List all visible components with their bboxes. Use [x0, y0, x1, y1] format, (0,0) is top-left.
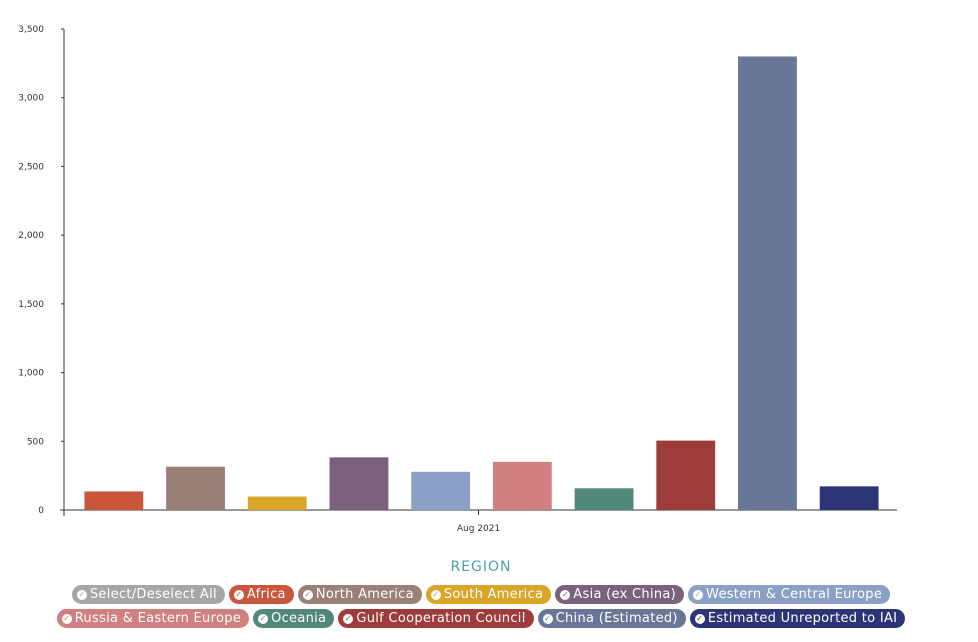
legend-item-asia-ex-china[interactable]: ✓ Asia (ex China): [555, 585, 685, 604]
legend-item-russia-eastern-europe[interactable]: ✓ Russia & Eastern Europe: [56, 609, 250, 628]
select-deselect-all-label: Select/Deselect All: [89, 587, 217, 602]
y-tick-label: 0: [38, 506, 44, 516]
check-circle-icon: ✓: [233, 589, 244, 600]
y-tick-label: 2,000: [18, 231, 44, 241]
legend-item-western-central-europe[interactable]: ✓ Western & Central Europe: [688, 585, 891, 604]
select-deselect-all-button[interactable]: ✓ Select/Deselect All: [71, 585, 225, 604]
legend-item-estimated-unreported-to-iai[interactable]: ✓ Estimated Unreported to IAI: [689, 609, 906, 628]
legend-item-south-america[interactable]: ✓ South America: [425, 585, 552, 604]
x-tick-label: Aug 2021: [457, 524, 500, 534]
check-circle-icon: ✓: [61, 613, 72, 624]
check-circle-icon: ✓: [560, 589, 571, 600]
legend-item-label: Russia & Eastern Europe: [74, 611, 242, 626]
bar-oceania: [574, 488, 634, 510]
y-tick-label: 500: [27, 437, 44, 447]
check-circle-icon: ✓: [542, 613, 553, 624]
check-circle-icon: ✓: [343, 613, 354, 624]
bar-russia-eastern-europe: [492, 461, 552, 510]
legend-item-label: Gulf Cooperation Council: [356, 611, 526, 626]
legend-item-oceania[interactable]: ✓ Oceania: [253, 609, 335, 628]
bar-south-america: [247, 496, 307, 510]
bar-gulf-cooperation-council: [656, 440, 716, 510]
legend-item-gulf-cooperation-council[interactable]: ✓ Gulf Cooperation Council: [338, 609, 534, 628]
legend-item-label: North America: [315, 587, 414, 602]
legend-item-label: Africa: [246, 587, 286, 602]
y-tick-label: 3,000: [18, 94, 44, 104]
legend-item-label: Oceania: [271, 611, 327, 626]
legend-item-north-america[interactable]: ✓ North America: [297, 585, 422, 604]
legend-item-label: South America: [443, 587, 544, 602]
bar-africa: [84, 491, 144, 510]
check-circle-icon: ✓: [76, 589, 87, 600]
legend-item-label: Estimated Unreported to IAI: [707, 611, 898, 626]
y-tick-label: 1,000: [18, 369, 44, 379]
y-tick-label: 2,500: [18, 162, 44, 172]
legend-item-label: Asia (ex China): [573, 587, 677, 602]
legend-item-china-estimated[interactable]: ✓ China (Estimated): [537, 609, 686, 628]
bar-estimated-unreported-to-iai: [819, 486, 879, 510]
check-circle-icon: ✓: [693, 589, 704, 600]
bar-north-america: [166, 466, 225, 510]
check-circle-icon: ✓: [258, 613, 269, 624]
y-tick-label: 1,500: [18, 300, 44, 310]
legend-row-2: ✓ Russia & Eastern Europe ✓ Oceania ✓ Gulf Co…: [0, 609, 962, 628]
legend-item-africa[interactable]: ✓ Africa: [228, 585, 294, 604]
check-circle-icon: ✓: [694, 613, 705, 624]
bar-china-estimated: [738, 56, 797, 510]
bar-western-central-europe: [411, 471, 471, 510]
check-circle-icon: ✓: [302, 589, 313, 600]
legend-item-label: Western & Central Europe: [706, 587, 883, 602]
legend-title: REGION: [450, 559, 512, 575]
bar-asia-ex-china: [329, 457, 389, 510]
bar-chart: 0 500 1,000 1,500 2,000 2,500 3,000 3,500 Aug 20…: [18, 25, 897, 534]
y-tick-label: 3,500: [18, 25, 44, 35]
legend-item-label: China (Estimated): [555, 611, 678, 626]
check-circle-icon: ✓: [430, 589, 441, 600]
legend-row-1: ✓ Select/Deselect All ✓ Africa ✓ North Amer…: [0, 585, 962, 604]
